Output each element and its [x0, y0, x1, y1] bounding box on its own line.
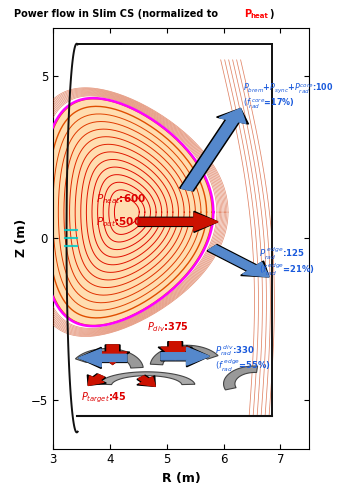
Text: Power flow in Slim CS (normalized to: Power flow in Slim CS (normalized to: [14, 9, 221, 19]
Text: P: P: [244, 9, 251, 19]
Polygon shape: [42, 99, 212, 326]
Polygon shape: [77, 352, 235, 416]
FancyArrow shape: [98, 345, 127, 364]
FancyArrow shape: [208, 246, 269, 277]
Polygon shape: [224, 366, 257, 390]
FancyArrow shape: [161, 348, 209, 365]
Text: $P_{rad}^{\ div}$:330: $P_{rad}^{\ div}$:330: [215, 342, 255, 357]
FancyArrow shape: [161, 346, 209, 367]
Text: $P_{out}$:500: $P_{out}$:500: [95, 215, 142, 229]
Text: $P_{rad}^{\ edge}$:125: $P_{rad}^{\ edge}$:125: [259, 246, 305, 262]
FancyArrow shape: [180, 108, 248, 191]
FancyArrow shape: [138, 213, 218, 231]
Text: heat: heat: [251, 13, 269, 19]
FancyArrow shape: [161, 342, 189, 359]
Polygon shape: [75, 348, 143, 368]
FancyArrow shape: [158, 342, 192, 359]
FancyArrow shape: [79, 348, 127, 368]
Text: ): ): [269, 9, 274, 19]
Text: $P_{div}$:375: $P_{div}$:375: [147, 320, 189, 334]
FancyArrow shape: [95, 345, 130, 364]
FancyArrow shape: [138, 212, 218, 233]
Polygon shape: [150, 346, 218, 365]
FancyArrow shape: [88, 374, 104, 386]
Text: $(f_{rad}^{\ core}$=17%): $(f_{rad}^{\ core}$=17%): [244, 97, 295, 112]
Text: $(f_{rad}^{\ edge}$=55%): $(f_{rad}^{\ edge}$=55%): [215, 358, 271, 374]
Text: $P_{target}$:45: $P_{target}$:45: [81, 390, 127, 405]
Y-axis label: Z (m): Z (m): [15, 219, 28, 257]
FancyArrow shape: [79, 349, 127, 367]
FancyArrow shape: [138, 376, 155, 386]
Polygon shape: [99, 372, 195, 384]
FancyArrow shape: [207, 244, 269, 277]
FancyArrow shape: [87, 374, 106, 386]
Text: $P_{brem}$+$P_{sync}$+$P_{rad}^{core}$:100: $P_{brem}$+$P_{sync}$+$P_{rad}^{core}$:1…: [244, 82, 334, 95]
Text: $(f_{rad}^{\ edge}$=21%): $(f_{rad}^{\ edge}$=21%): [259, 262, 315, 278]
FancyArrow shape: [137, 376, 155, 386]
X-axis label: R (m): R (m): [162, 472, 200, 485]
Text: $P_{heat}$:600: $P_{heat}$:600: [95, 192, 146, 206]
FancyArrow shape: [181, 108, 246, 190]
